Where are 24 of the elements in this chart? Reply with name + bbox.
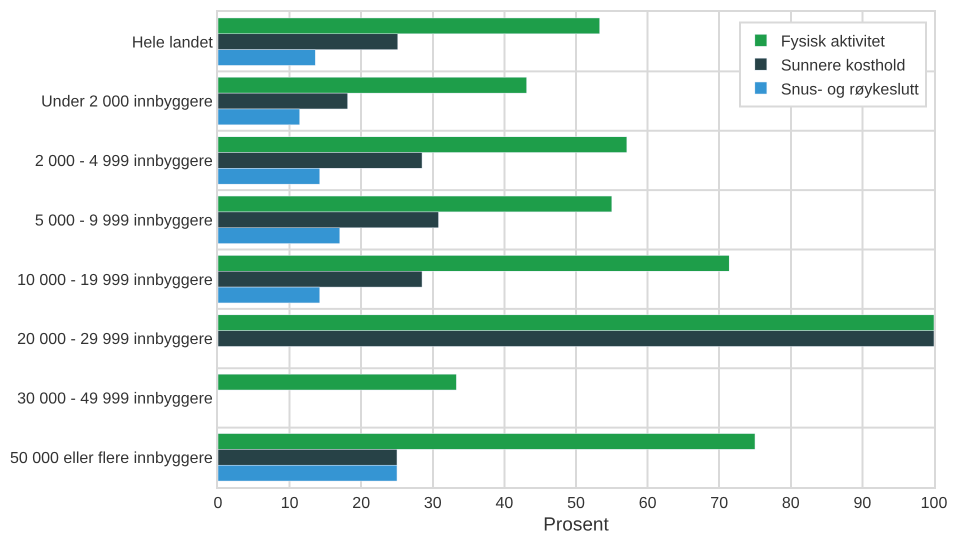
y-tick-label: 20 000 - 29 999 innbyggere [17, 331, 213, 348]
y-tick-label: 2 000 - 4 999 innbyggere [34, 153, 213, 170]
x-tick-label: 60 [638, 495, 657, 512]
x-tick-label: 40 [496, 495, 514, 512]
x-axis-title: Prosent [543, 514, 610, 536]
x-tick-label: 100 [920, 495, 948, 512]
x-tick-label: 10 [280, 495, 299, 512]
x-tick-label: 80 [782, 495, 800, 512]
x-tick-label: 90 [854, 495, 872, 512]
x-tick-label: 50 [567, 495, 585, 512]
y-tick-label: 30 000 - 49 999 innbyggere [17, 390, 213, 408]
x-tick-label: 70 [710, 495, 728, 512]
x-tick-label: 20 [352, 495, 370, 512]
legend-label: Fysisk aktivitet [780, 34, 886, 51]
legend-label: Snus- og røykeslutt [780, 81, 920, 98]
x-tick-label: 0 [214, 495, 223, 512]
y-tick-label: 50 000 eller flere innbyggere [10, 450, 213, 467]
x-tick-label: 30 [424, 495, 442, 512]
y-tick-label: Under 2 000 innbyggere [41, 94, 213, 111]
y-tick-label: 5 000 - 9 999 innbyggere [34, 212, 213, 230]
y-tick-label: 10 000 - 19 999 innbyggere [17, 272, 213, 289]
legend-label: Sunnere kosthold [780, 57, 906, 74]
bar [218, 374, 457, 390]
y-tick-label: Hele landet [132, 34, 214, 52]
